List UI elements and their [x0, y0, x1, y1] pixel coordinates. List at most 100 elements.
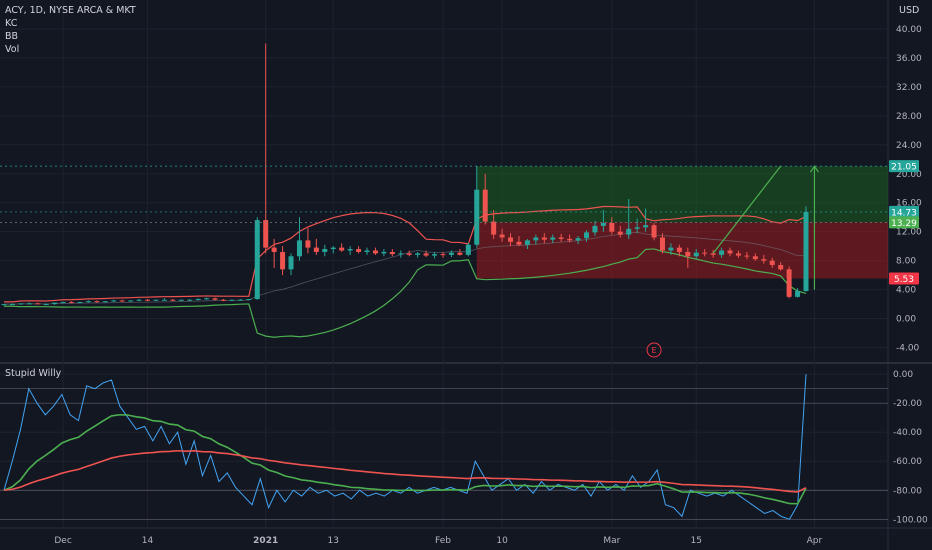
candle-body: [558, 237, 564, 239]
candle-body: [102, 301, 108, 303]
candle: [499, 228, 505, 242]
candle: [795, 288, 801, 298]
axes: -4.00 0.00 4.00 8.00 12.00 16.00 20.00 24.00 28.…: [54, 25, 928, 546]
candle: [111, 299, 117, 302]
candle-body: [457, 252, 463, 255]
profit-zone: [476, 166, 888, 223]
candle: [575, 236, 581, 244]
candle: [263, 43, 269, 254]
osc-tick-label: -80.00: [893, 486, 922, 496]
candle: [735, 250, 741, 258]
price-badge: 14.73: [889, 205, 919, 218]
candle: [26, 302, 32, 305]
candle-body: [727, 250, 733, 254]
earnings-marker: [646, 342, 662, 358]
candle: [659, 233, 665, 254]
osc-tick-label: -60.00: [893, 457, 922, 467]
osc-tick-label: -100.00: [893, 515, 928, 525]
candle-body: [600, 222, 606, 226]
candle: [347, 246, 353, 255]
candle-body: [541, 237, 547, 240]
candle: [803, 206, 809, 292]
price-tick-label: 20.00: [896, 170, 922, 180]
candle: [170, 299, 176, 302]
candle: [617, 225, 623, 238]
candle-body: [212, 298, 218, 300]
symbol-title[interactable]: ACY, 1D, NYSE ARCA & MKT: [5, 5, 136, 16]
candle: [778, 262, 784, 271]
candle-body: [296, 240, 302, 257]
candle-body: [719, 250, 725, 255]
price-badge-label: 13.29: [891, 219, 917, 229]
candle-body: [778, 264, 784, 270]
candle: [220, 299, 227, 302]
candle: [533, 234, 539, 245]
indicator-vol-label[interactable]: Vol: [5, 44, 20, 55]
candle: [423, 250, 429, 258]
candle: [195, 298, 201, 301]
candle: [389, 249, 395, 257]
candle: [457, 249, 463, 256]
candle-body: [313, 247, 319, 252]
price-badge: 13.29: [889, 216, 919, 229]
candle: [102, 301, 108, 303]
price-tick-label: 28.00: [896, 112, 922, 122]
candle-body: [26, 303, 32, 305]
candle-body: [676, 247, 682, 252]
candle-body: [609, 222, 615, 232]
candle-body: [170, 299, 176, 301]
candle-body: [423, 253, 429, 256]
candle-body: [347, 249, 353, 251]
candle-body: [465, 244, 471, 255]
indicator-kc-label[interactable]: KC: [5, 18, 18, 29]
candle: [305, 228, 311, 254]
candle: [246, 299, 252, 301]
candle-body: [651, 225, 657, 238]
candle-body: [432, 254, 438, 256]
candle: [676, 244, 682, 257]
candle-body: [634, 227, 640, 229]
osc-tick-label: -20.00: [893, 399, 922, 409]
oscillator-legend: Stupid Willy: [5, 367, 61, 380]
candle: [432, 251, 438, 259]
candle: [85, 300, 91, 303]
candle-body: [305, 240, 311, 248]
time-tick-label: 2021: [253, 536, 278, 546]
candle: [550, 234, 556, 244]
oscillator-title[interactable]: Stupid Willy: [5, 368, 62, 379]
candle-body: [69, 301, 75, 303]
candle-body: [398, 253, 404, 255]
oscillator-slow-line: [3, 449, 807, 493]
candle: [372, 247, 378, 255]
candle-body: [702, 252, 708, 254]
candle: [643, 208, 649, 232]
candle: [153, 299, 159, 302]
candle-body: [330, 247, 336, 250]
candle: [752, 253, 758, 261]
candle: [212, 297, 218, 301]
candle: [43, 303, 49, 306]
candle: [288, 253, 294, 276]
candle-body: [583, 232, 590, 239]
candle: [35, 302, 41, 305]
loss-zone: [476, 222, 888, 279]
candle: [94, 300, 100, 303]
candle-body: [626, 228, 632, 235]
candle-body: [153, 299, 159, 301]
candle: [9, 303, 15, 306]
candle-body: [786, 269, 792, 297]
candle-body: [339, 247, 345, 251]
candle-body: [263, 220, 269, 248]
candle: [600, 209, 606, 232]
oscillator-pane: [0, 374, 888, 520]
candle: [482, 173, 488, 225]
indicator-bb-label[interactable]: BB: [5, 31, 19, 42]
candle: [128, 300, 134, 302]
earnings-marker-label: E: [652, 346, 657, 355]
candle: [448, 250, 454, 258]
price-tick-label: 16.00: [896, 199, 922, 209]
candle: [474, 166, 480, 248]
candle: [744, 251, 750, 260]
candle: [558, 233, 564, 242]
